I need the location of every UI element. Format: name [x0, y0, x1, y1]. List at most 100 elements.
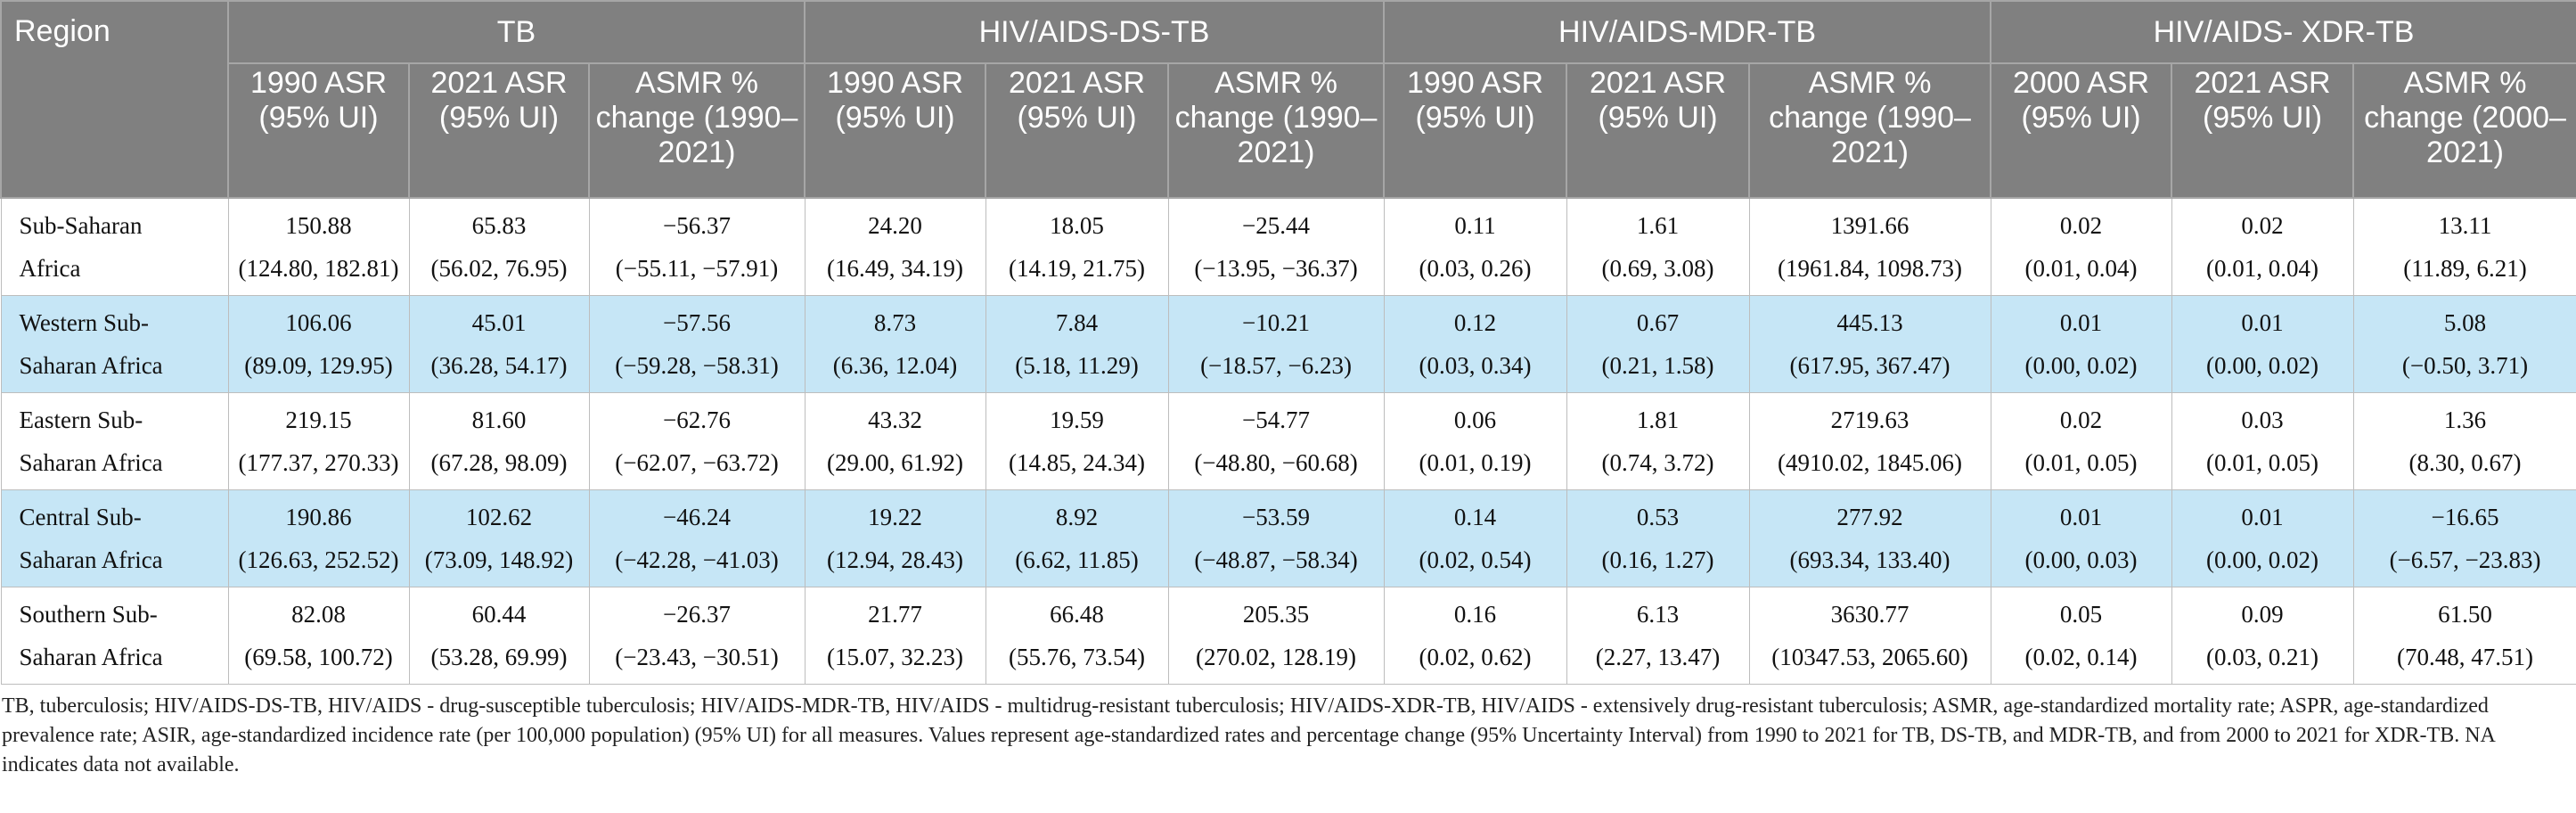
estimate: 0.14 — [1453, 504, 1497, 530]
value-cell: 0.02 (0.01, 0.04) — [1990, 197, 2172, 296]
uncertainty-interval: (56.02, 76.95) — [430, 255, 568, 282]
estimate: 65.83 — [471, 212, 527, 239]
value-cell: 8.73 (6.36, 12.04) — [804, 295, 986, 393]
column-header: 2021 ASR (95% UI) — [1566, 62, 1751, 199]
uncertainty-interval: (0.00, 0.02) — [2206, 352, 2319, 379]
uncertainty-interval: (617.95, 367.47) — [1789, 352, 1950, 379]
value-cell: 0.12 (0.03, 0.34) — [1383, 295, 1567, 393]
estimate: 1.36 — [2443, 406, 2487, 433]
value-cell: −46.24 (−42.28, −41.03) — [588, 489, 806, 587]
uncertainty-interval: (4910.02, 1845.06) — [1778, 449, 1963, 476]
estimate: −53.59 — [1242, 504, 1311, 530]
value-cell: 65.83 (56.02, 76.95) — [408, 197, 590, 296]
estimate: 5.08 — [2443, 309, 2487, 336]
value-cell: 1.36 (8.30, 0.67) — [2352, 392, 2576, 490]
uncertainty-interval: (14.19, 21.75) — [1009, 255, 1146, 282]
value-cell: 0.01 (0.00, 0.02) — [2171, 295, 2354, 393]
value-cell: 0.05 (0.02, 0.14) — [1990, 587, 2172, 685]
value-cell: 6.13 (2.27, 13.47) — [1566, 587, 1750, 685]
value-cell: −57.56 (−59.28, −58.31) — [588, 295, 806, 393]
value-cell: −26.37 (−23.43, −30.51) — [588, 587, 806, 685]
estimate: 1391.66 — [1830, 212, 1910, 239]
value-cell: 5.08 (−0.50, 3.71) — [2352, 295, 2576, 393]
uncertainty-interval: (0.69, 3.08) — [1601, 255, 1714, 282]
estimate: 0.02 — [2059, 406, 2103, 433]
estimate: 205.35 — [1242, 601, 1310, 628]
uncertainty-interval: (14.85, 24.34) — [1009, 449, 1146, 476]
value-cell: −10.21 (−18.57, −6.23) — [1167, 295, 1385, 393]
uncertainty-interval: (−18.57, −6.23) — [1200, 352, 1352, 379]
group-header: TB — [226, 0, 806, 64]
value-cell: 61.50 (70.48, 47.51) — [2352, 587, 2576, 685]
estimate: 1.81 — [1636, 406, 1680, 433]
estimate: 0.67 — [1636, 309, 1680, 336]
subheader-row: 1990 ASR (95% UI) 2021 ASR (95% UI) ASMR %… — [1, 62, 2576, 199]
uncertainty-interval: (0.00, 0.02) — [2024, 352, 2138, 379]
uncertainty-interval: (177.37, 270.33) — [238, 449, 399, 476]
uncertainty-interval: (−62.07, −63.72) — [615, 449, 779, 476]
estimate: 13.11 — [2438, 212, 2492, 239]
estimate: 66.48 — [1050, 601, 1104, 628]
value-cell: 1.81 (0.74, 3.72) — [1566, 392, 1750, 490]
uncertainty-interval: (0.74, 3.72) — [1601, 449, 1714, 476]
uncertainty-interval: (2.27, 13.47) — [1595, 644, 1721, 670]
estimate: 0.53 — [1636, 504, 1680, 530]
estimate: −25.44 — [1242, 212, 1311, 239]
estimate: 81.60 — [471, 406, 527, 433]
value-cell: 0.02 (0.01, 0.05) — [1990, 392, 2172, 490]
table-head: Region TB HIV/AIDS-DS-TB HIV/AIDS-MDR-TB HIV… — [0, 0, 2576, 199]
value-cell: 1.61 (0.69, 3.08) — [1566, 197, 1750, 296]
value-cell: −25.44 (−13.95, −36.37) — [1167, 197, 1385, 296]
uncertainty-interval: (−6.57, −23.83) — [2389, 546, 2541, 573]
value-cell: 0.16 (0.02, 0.62) — [1383, 587, 1567, 685]
table-row: Central Sub-Saharan Africa 190.86 (126.63,… — [0, 489, 2576, 587]
value-cell: −16.65 (−6.57, −23.83) — [2352, 489, 2576, 587]
column-header: ASMR % change (1990–2021) — [1167, 62, 1386, 199]
estimate: 0.16 — [1453, 601, 1497, 628]
uncertainty-interval: (0.02, 0.14) — [2024, 644, 2138, 670]
value-cell: 445.13 (617.95, 367.47) — [1748, 295, 1991, 393]
table-row: Western Sub-Saharan Africa 106.06 (89.09, … — [0, 295, 2576, 393]
estimate: 0.01 — [2241, 504, 2284, 530]
estimate: 24.20 — [868, 212, 922, 239]
estimate: 277.92 — [1836, 504, 1903, 530]
column-header: ASMR % change (2000–2021) — [2352, 62, 2576, 199]
value-cell: 21.77 (15.07, 32.23) — [804, 587, 986, 685]
uncertainty-interval: (0.01, 0.19) — [1419, 449, 1532, 476]
value-cell: 19.22 (12.94, 28.43) — [804, 489, 986, 587]
value-cell: 8.92 (6.62, 11.85) — [985, 489, 1169, 587]
uncertainty-interval: (0.21, 1.58) — [1601, 352, 1714, 379]
uncertainty-interval: (1961.84, 1098.73) — [1778, 255, 1963, 282]
value-cell: 219.15 (177.37, 270.33) — [227, 392, 410, 490]
uncertainty-interval: (69.58, 100.72) — [244, 644, 393, 670]
value-cell: 0.02 (0.01, 0.04) — [2171, 197, 2354, 296]
uncertainty-interval: (12.94, 28.43) — [827, 546, 964, 573]
estimate: 445.13 — [1836, 309, 1903, 336]
column-header: ASMR % change (1990–2021) — [587, 62, 806, 199]
table-row: Eastern Sub-Saharan Africa 219.15 (177.37,… — [0, 392, 2576, 490]
estimate: 45.01 — [471, 309, 527, 336]
estimate: −56.37 — [663, 212, 731, 239]
uncertainty-interval: (−23.43, −30.51) — [615, 644, 779, 670]
table-body: Sub-Saharan Africa 150.88 (124.80, 182.81)… — [0, 197, 2576, 685]
estimate: 190.86 — [285, 504, 352, 530]
uncertainty-interval: (−13.95, −36.37) — [1194, 255, 1358, 282]
group-header: HIV/AIDS-DS-TB — [804, 0, 1386, 64]
estimate: 0.02 — [2241, 212, 2284, 239]
column-header: 2021 ASR (95% UI) — [985, 62, 1170, 199]
uncertainty-interval: (−48.80, −60.68) — [1194, 449, 1358, 476]
value-cell: 190.86 (126.63, 252.52) — [227, 489, 410, 587]
value-cell: 13.11 (11.89, 6.21) — [2352, 197, 2576, 296]
value-cell: −56.37 (−55.11, −57.91) — [588, 197, 806, 296]
value-cell: 7.84 (5.18, 11.29) — [985, 295, 1169, 393]
uncertainty-interval: (11.89, 6.21) — [2403, 255, 2527, 282]
estimate: 7.84 — [1055, 309, 1099, 336]
estimate: −16.65 — [2431, 504, 2499, 530]
estimate: 61.50 — [2438, 601, 2492, 628]
value-cell: 19.59 (14.85, 24.34) — [985, 392, 1169, 490]
value-cell: 205.35 (270.02, 128.19) — [1167, 587, 1385, 685]
region-cell: Eastern Sub-Saharan Africa — [0, 392, 229, 490]
uncertainty-interval: (−55.11, −57.91) — [615, 255, 779, 282]
table-row: Southern Sub-Saharan Africa 82.08 (69.58, … — [0, 587, 2576, 685]
